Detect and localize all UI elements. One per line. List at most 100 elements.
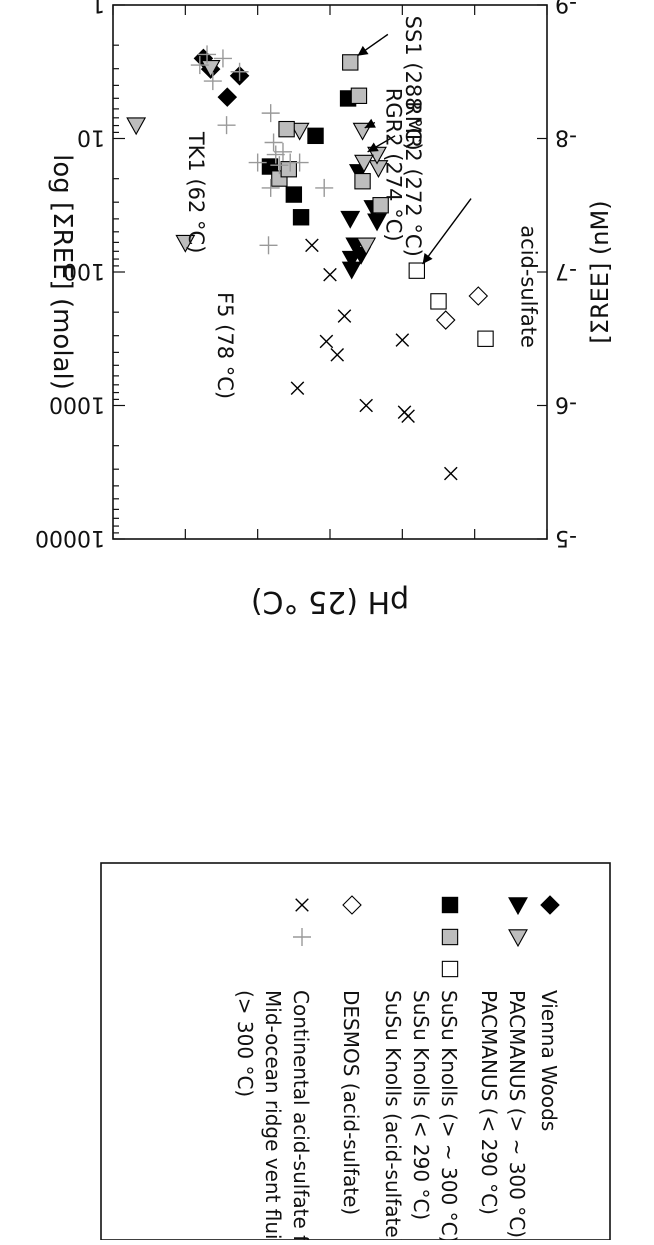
legend-label: SuSu Knolls (> ~ 300 °C) [437,990,461,1240]
y-tick-label: -6 [555,392,577,417]
data-point [273,142,292,161]
data-point [367,213,387,232]
data-point [305,238,319,253]
series-6 [435,286,489,330]
y2-axis-label: [ΣREE] (nM) [586,200,614,343]
data-point-stroke [395,333,410,347]
data-point [198,45,217,64]
y2-tick-label: 10 [77,125,105,150]
data-point [468,286,489,306]
legend-marker [508,897,528,916]
data-point [261,178,280,197]
data-point [175,234,196,253]
annotation-arrowhead [367,142,379,152]
data-point [397,405,412,419]
data-point-stroke [397,405,412,419]
data-point [330,347,345,362]
y-tick-label: -8 [555,125,577,150]
legend-marker [508,929,528,948]
data-point [477,330,494,347]
data-point [356,237,377,256]
data-point [126,117,147,136]
data-point [354,154,374,173]
data-point [340,210,361,229]
data-point-stroke [290,381,305,395]
data-point [264,133,283,152]
annotation-label: TK1 (62 °C) [184,131,208,254]
data-point [281,153,300,172]
annotation-arrowhead [364,118,376,128]
data-point-stroke [330,347,345,362]
data-point [435,310,456,330]
data-point [285,186,303,203]
legend-marker [540,895,560,915]
annotation-label: F5 (78 °C) [213,292,237,399]
data-point-stroke [323,267,337,282]
data-point [395,333,410,347]
legend-label: Continental acid-sulfate fluids [289,990,313,1240]
legend-label: SuSu Knolls (acid-sulfate) [381,990,405,1240]
data-point [323,267,337,282]
y2-tick-label: 100 [63,258,105,283]
data-point-stroke [305,238,319,253]
data-point [341,250,362,269]
data-point [290,381,305,395]
data-point [444,466,458,481]
y-axis-label: log [ΣREE] (molal) [47,154,77,390]
series-5 [408,262,494,347]
data-point [261,104,280,123]
axis-ticks [112,4,548,540]
data-point-stroke [337,309,352,323]
y-tick-label: -9 [555,0,577,16]
legend-label: SuSu Knolls (< 290 °C) [409,990,433,1220]
data-point [319,334,334,349]
series-2 [126,59,389,256]
data-point [217,116,236,135]
data-point [278,120,295,138]
legend-label: PACMANUS (< 290 °C) [477,990,501,1215]
y-tick-label: -7 [555,258,577,283]
data-point-stroke [319,334,334,349]
legend-marker [441,928,459,946]
data-point [190,56,209,75]
legend-label: Vienna Woods [537,990,561,1131]
legend-items: Vienna Woods PACMANUS (> ~ 300 °C)PACMANU… [233,895,561,1245]
data-point [350,87,368,104]
y2-tick-label: 10000 [35,525,105,550]
y2-tick-label: 1000 [49,392,105,417]
plot-frame [112,4,548,540]
y-tick-label: -5 [555,525,577,550]
annotation-label: acid-sulfate [517,225,541,348]
data-point [203,72,222,91]
data-point [280,161,297,178]
data-point [289,122,310,141]
data-point [266,145,285,164]
data-point [259,236,278,255]
series-4 [271,54,389,214]
legend-marker [441,960,459,978]
legend-label: PACMANUS (> ~ 300 °C) [505,990,529,1238]
data-point [315,178,334,197]
legend-marker [295,898,309,912]
data-point [213,49,232,68]
data-point-stroke [444,466,458,481]
data-point [292,209,310,226]
data-point [354,173,371,190]
legend-marker [441,896,459,914]
data-points [126,45,494,481]
data-point [248,153,267,172]
legend-label: (> 300 °C) [233,990,257,1097]
legend-label: DESMOS (acid-sulfate) [339,990,363,1215]
annotations: acid-sulfate F5 (78 °C) TK1 (62 °C) RMR2 (2… [184,16,541,399]
annotation-arrowhead [422,252,433,264]
y2-tick-label: 1 [91,0,105,16]
annotation-arrowhead [357,45,369,56]
legend-marker-stroke [295,898,309,912]
annotation-label: RMR2 (272 °C) [401,101,425,257]
legend-marker [293,928,311,946]
data-point [270,156,289,175]
